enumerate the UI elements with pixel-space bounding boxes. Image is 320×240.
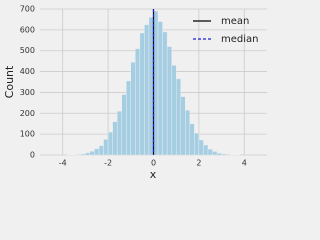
bar xyxy=(144,24,150,156)
bar xyxy=(130,61,136,156)
x-tick-label: -2 xyxy=(104,159,112,168)
y-tick-label: 300 xyxy=(20,88,35,97)
bar xyxy=(121,94,127,156)
bar xyxy=(126,80,132,156)
legend-label: median xyxy=(221,34,259,45)
y-tick-label: 200 xyxy=(20,109,35,118)
bar xyxy=(103,139,109,156)
bar xyxy=(98,145,104,156)
bar xyxy=(116,110,122,156)
bar xyxy=(80,153,86,156)
y-tick-label: 400 xyxy=(20,67,35,76)
y-tick-label: 0 xyxy=(30,151,35,160)
bar xyxy=(225,154,231,156)
bar xyxy=(185,109,191,156)
bar xyxy=(85,152,91,156)
bar xyxy=(171,65,177,156)
legend-label: mean xyxy=(221,16,249,27)
x-tick-label: 2 xyxy=(196,159,201,168)
bar xyxy=(89,151,95,156)
y-tick-label: 600 xyxy=(20,25,35,34)
bar xyxy=(175,78,181,156)
bar xyxy=(94,148,100,156)
x-tick-label: -4 xyxy=(59,159,67,168)
y-axis-label: Count xyxy=(3,65,16,98)
x-tick-label: 4 xyxy=(242,159,247,168)
page: x Count 0 100 200 300 400 500 600 700 -4 -2 0 2 4 mea… xyxy=(3,4,267,181)
bar xyxy=(203,144,209,156)
bar xyxy=(189,123,195,156)
x-axis-label: x xyxy=(150,168,157,181)
bar xyxy=(112,121,118,156)
bar xyxy=(198,139,204,156)
bar xyxy=(194,132,200,156)
bar xyxy=(216,152,222,156)
y-tick-label: 100 xyxy=(20,130,35,139)
chart: x Count 0 100 200 300 400 500 600 700 -4 -2 0 2 4 mea… xyxy=(3,4,267,181)
bar xyxy=(207,148,213,156)
bar xyxy=(135,48,141,156)
bar xyxy=(212,151,218,156)
bar xyxy=(157,21,163,156)
y-tick-label: 700 xyxy=(20,5,35,14)
bar xyxy=(139,32,145,156)
bar xyxy=(166,46,172,156)
bar xyxy=(76,154,82,156)
x-tick-label: 0 xyxy=(151,159,156,168)
bar xyxy=(180,96,186,156)
y-tick-label: 500 xyxy=(20,46,35,55)
bar xyxy=(107,131,113,156)
bar xyxy=(162,31,168,156)
bar xyxy=(153,10,159,156)
bar xyxy=(148,17,154,156)
bar xyxy=(221,153,227,156)
